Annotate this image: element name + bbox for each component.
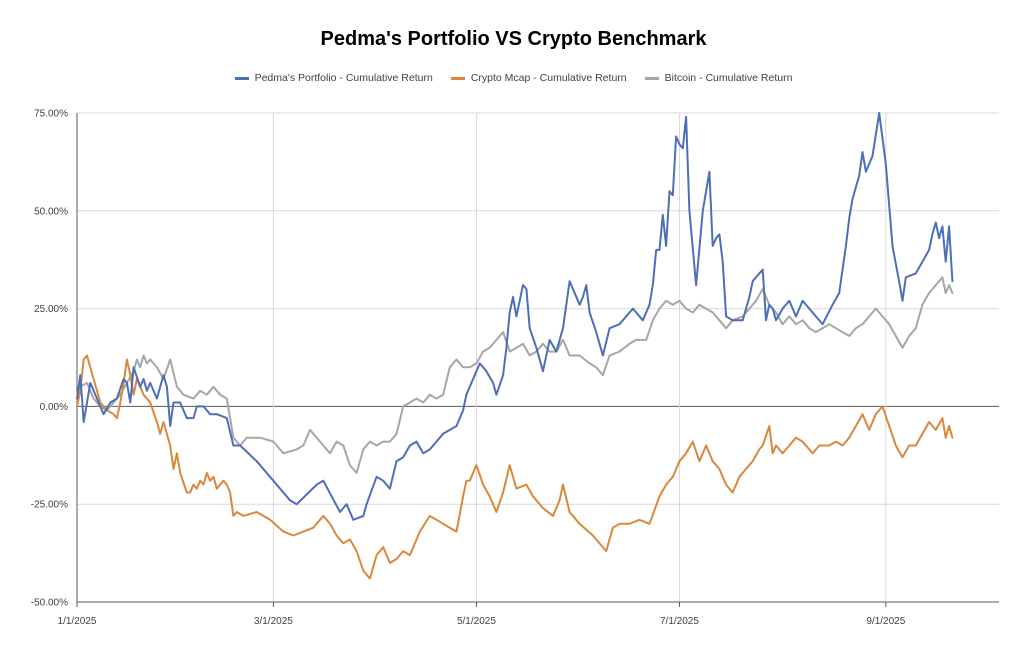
- series-line-crypto-mcap: [76, 354, 954, 580]
- chart-title: Pedma's Portfolio VS Crypto Benchmark: [320, 28, 707, 50]
- y-tick-label: 50.00%: [34, 206, 68, 217]
- legend-item-bitcoin: Bitcoin - Cumulative Return: [644, 72, 793, 84]
- legend-label-bitcoin: Bitcoin - Cumulative Return: [664, 72, 793, 84]
- legend-swatch-crypto-mcap: [450, 76, 465, 80]
- x-tick-label: 1/1/2025: [58, 616, 97, 627]
- y-tick-label: 75.00%: [34, 109, 68, 120]
- x-tick-label: 9/1/2025: [866, 616, 905, 627]
- y-tick-label: 0.00%: [40, 402, 68, 413]
- legend-label-portfolio: Pedma's Portfolio - Cumulative Return: [254, 72, 433, 84]
- y-tick-label: 25.00%: [34, 304, 68, 315]
- x-tick-label: 3/1/2025: [254, 616, 293, 627]
- y-tick-label: -25.00%: [31, 500, 68, 511]
- legend: Pedma's Portfolio - Cumulative Return Cr…: [0, 72, 1027, 84]
- legend-item-portfolio: Pedma's Portfolio - Cumulative Return: [234, 72, 433, 84]
- x-tick-label: 7/1/2025: [660, 616, 699, 627]
- legend-label-crypto-mcap: Crypto Mcap - Cumulative Return: [470, 72, 627, 84]
- legend-swatch-bitcoin: [644, 76, 659, 80]
- x-tick-label: 5/1/2025: [457, 616, 496, 627]
- legend-swatch-portfolio: [234, 76, 249, 80]
- y-tick-label: -50.00%: [31, 598, 68, 609]
- series-line-bitcoin: [76, 276, 954, 474]
- legend-item-crypto-mcap: Crypto Mcap - Cumulative Return: [450, 72, 627, 84]
- series-line-portfolio: [76, 112, 954, 521]
